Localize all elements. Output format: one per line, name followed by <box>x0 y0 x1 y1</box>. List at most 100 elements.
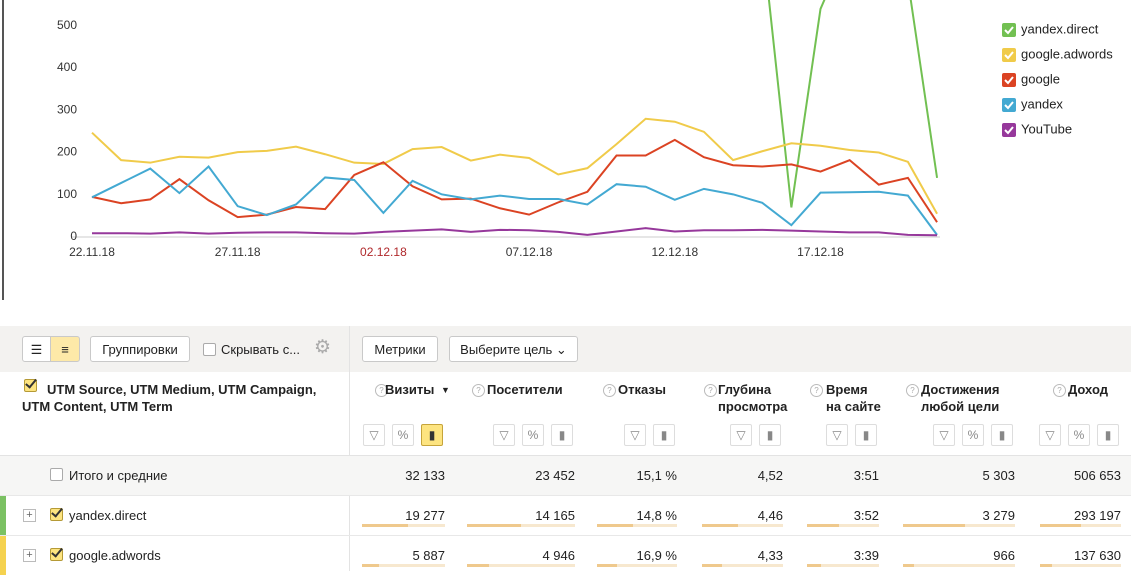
hide-label: Скрывать с... <box>221 342 301 357</box>
value-bar-track <box>1040 564 1121 567</box>
help-icon[interactable]: ? <box>704 384 717 397</box>
total-value: 5 303 <box>982 468 1015 483</box>
legend-check <box>1004 76 1014 85</box>
column-tool[interactable]: ▽ <box>1039 424 1061 446</box>
row-value: 3:52 <box>853 508 879 523</box>
column-tool[interactable]: ▮ <box>759 424 781 446</box>
column-tool[interactable]: % <box>1068 424 1090 446</box>
column-tool[interactable]: ▮ <box>855 424 877 446</box>
column-tool[interactable]: ▽ <box>730 424 752 446</box>
dimension-checkbox[interactable] <box>24 379 37 392</box>
header-border <box>0 455 1131 456</box>
row-value: 137 630 <box>1074 548 1121 563</box>
help-icon[interactable]: ? <box>375 384 388 397</box>
help-icon[interactable]: ? <box>472 384 485 397</box>
legend-swatch <box>1002 98 1016 112</box>
column-header: Доход <box>1068 382 1108 397</box>
value-bar-track <box>702 564 783 567</box>
row-checkbox[interactable] <box>50 548 63 561</box>
metrics-button[interactable]: Метрики <box>362 336 438 362</box>
column-tool[interactable]: ▮ <box>991 424 1013 446</box>
value-bar-track <box>807 524 879 527</box>
total-value: 23 452 <box>535 468 575 483</box>
column-tool[interactable]: ▽ <box>826 424 848 446</box>
value-bar-track <box>467 524 575 527</box>
expand-button[interactable]: + <box>23 509 36 522</box>
value-bar-track <box>597 564 677 567</box>
row-value: 4,33 <box>757 548 783 563</box>
sort-mark[interactable]: ▼ <box>441 385 450 395</box>
row-value: 3 279 <box>982 508 1015 523</box>
column-tool[interactable]: ▮ <box>551 424 573 446</box>
series-line <box>92 227 938 237</box>
tree-view-button[interactable]: ≡ <box>50 336 80 362</box>
total-row <box>0 456 1131 495</box>
value-bar-track <box>597 524 677 527</box>
value-bar <box>362 524 408 527</box>
value-bar-track <box>702 524 783 527</box>
column-tool[interactable]: % <box>522 424 544 446</box>
y-tick-label: 200 <box>57 145 77 159</box>
total-value: 3:51 <box>853 468 879 483</box>
column-header: Посетители <box>487 382 563 397</box>
y-tick-label: 100 <box>57 187 77 201</box>
value-bar <box>467 564 489 567</box>
hide-checkbox[interactable] <box>203 343 216 356</box>
column-header: Глубина просмотра <box>718 382 788 414</box>
y-tick-label: 400 <box>57 60 77 74</box>
legend-swatch <box>1002 123 1016 137</box>
value-bar <box>362 564 379 567</box>
column-header: Визиты ▼ <box>385 382 450 397</box>
x-tick-label: 27.11.18 <box>215 245 261 259</box>
total-checkbox[interactable] <box>50 468 63 481</box>
help-icon[interactable]: ? <box>810 384 823 397</box>
list-view-button[interactable]: ☰ <box>22 336 51 362</box>
value-bar <box>807 524 840 527</box>
series-line <box>91 164 938 236</box>
series-line <box>91 138 938 223</box>
column-tool[interactable]: ▽ <box>363 424 385 446</box>
value-bar <box>597 524 633 527</box>
row-value: 14,8 % <box>636 508 677 523</box>
column-tool[interactable]: ▮ <box>653 424 675 446</box>
value-bar-track <box>903 564 1015 567</box>
legend-swatch <box>1002 23 1016 37</box>
total-value: 506 653 <box>1074 468 1121 483</box>
legend-check <box>1004 26 1014 35</box>
goal-label: Выберите цель <box>460 342 553 357</box>
column-tool[interactable]: % <box>962 424 984 446</box>
value-bar <box>1040 524 1081 527</box>
x-tick-label: 02.12.18 <box>360 245 407 259</box>
row-checkbox[interactable] <box>50 508 63 521</box>
help-icon[interactable]: ? <box>1053 384 1066 397</box>
column-tool[interactable]: ▮ <box>1097 424 1119 446</box>
groupings-button[interactable]: Группировки <box>90 336 190 362</box>
legend-swatch <box>1002 73 1016 87</box>
column-tool[interactable]: ▽ <box>493 424 515 446</box>
column-tool[interactable]: ▮ <box>421 424 443 446</box>
row-value: 293 197 <box>1074 508 1121 523</box>
value-bar-track <box>807 564 879 567</box>
row-value: 16,9 % <box>636 548 677 563</box>
series-line <box>767 0 939 208</box>
column-tool[interactable]: ▽ <box>624 424 646 446</box>
column-tool[interactable]: ▽ <box>933 424 955 446</box>
total-label: Итого и средние <box>69 468 168 483</box>
help-icon[interactable]: ? <box>906 384 919 397</box>
column-tool[interactable]: % <box>392 424 414 446</box>
legend-label: YouTube <box>1021 121 1072 136</box>
goal-button[interactable]: Выберите цель ⌄ <box>449 336 578 362</box>
total-value: 4,52 <box>757 468 783 483</box>
column-header: Достижения любой цели <box>921 382 1000 414</box>
row-value: 3:39 <box>853 548 879 563</box>
help-icon[interactable]: ? <box>603 384 616 397</box>
divider <box>349 326 350 571</box>
value-bar <box>1040 564 1053 567</box>
settings-icon[interactable]: ⚙ <box>314 337 332 358</box>
x-tick-label: 12.12.18 <box>651 245 698 259</box>
expand-button[interactable]: + <box>23 549 36 562</box>
y-tick-label: 0 <box>70 229 77 243</box>
row-border <box>0 495 1131 496</box>
x-tick-label: 17.12.18 <box>797 245 844 259</box>
